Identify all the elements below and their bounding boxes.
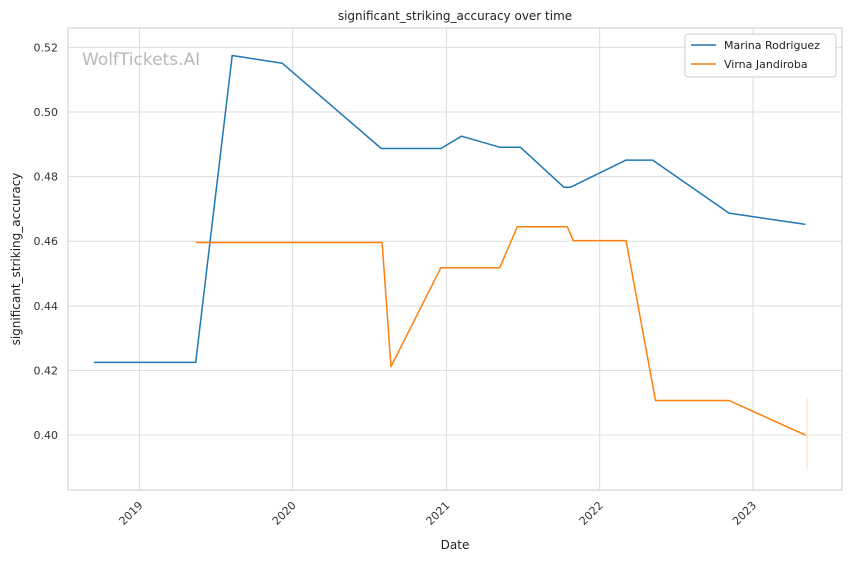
series-line-virna-jandiroba — [195, 225, 806, 436]
plot-area — [68, 28, 842, 490]
y-tick-label: 0.40 — [34, 429, 59, 442]
x-axis-title: Date — [441, 538, 470, 552]
watermark: WolfTickets.AI — [82, 50, 200, 70]
y-axis-title: significant_striking_accuracy — [9, 173, 23, 346]
y-tick-labels: 0.40 0.42 0.44 0.46 0.48 0.50 0.52 — [34, 41, 59, 442]
x-gridlines — [138, 28, 754, 490]
legend: Marina Rodriguez Virna Jandiroba — [684, 33, 837, 78]
y-tick-label: 0.48 — [34, 171, 59, 184]
series-line-marina-rodriguez — [94, 54, 806, 364]
legend-label-virna-jandiroba: Virna Jandiroba — [724, 58, 808, 71]
series-layer — [94, 54, 806, 436]
legend-box — [684, 33, 837, 78]
y-tick-label: 0.42 — [34, 364, 59, 377]
y-tick-label: 0.44 — [34, 300, 59, 313]
legend-label-marina-rodriguez: Marina Rodriguez — [724, 39, 820, 52]
y-gridlines — [68, 46, 842, 436]
plot-frame — [67, 27, 843, 491]
y-tick-label: 0.52 — [34, 41, 59, 54]
chart-title: significant_striking_accuracy over time — [338, 9, 572, 23]
y-tick-label: 0.46 — [34, 235, 59, 248]
y-tick-label: 0.50 — [34, 106, 59, 119]
